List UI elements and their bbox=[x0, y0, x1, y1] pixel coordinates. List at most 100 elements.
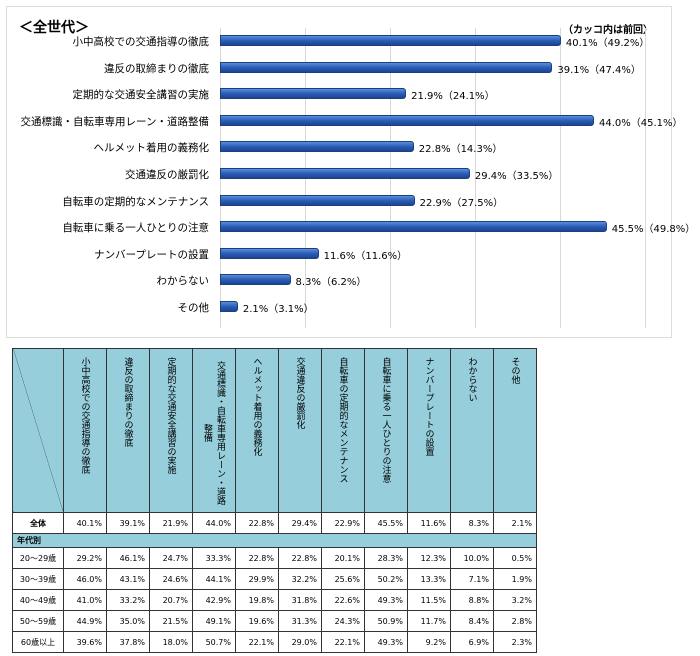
cell: 39.6% bbox=[63, 631, 107, 653]
cell: 43.1% bbox=[106, 568, 150, 590]
column-header: 定期的な交通安全講習の実施 bbox=[149, 348, 193, 513]
category-label: 自転車に乗る一人ひとりの注意 bbox=[62, 222, 209, 235]
cell: 22.8% bbox=[235, 512, 279, 534]
data-label: 21.9%（24.1%） bbox=[411, 91, 495, 103]
category-label: ヘルメット着用の義務化 bbox=[93, 142, 210, 155]
data-label: 44.0%（45.1%） bbox=[599, 117, 683, 129]
cell: 32.2% bbox=[278, 568, 322, 590]
cell: 42.9% bbox=[192, 589, 236, 611]
column-header: わからない bbox=[450, 348, 494, 513]
column-header-text: ナンバープレートの設置 bbox=[423, 357, 434, 456]
column-header: 小中高校での交通指導の徹底 bbox=[63, 348, 107, 513]
chart-title: ＜全世代＞ bbox=[19, 20, 89, 36]
cell: 28.3% bbox=[364, 547, 408, 569]
cell: 49.3% bbox=[364, 589, 408, 611]
cell: 11.7% bbox=[407, 610, 451, 632]
bar bbox=[220, 221, 607, 233]
gridline bbox=[645, 28, 646, 328]
cell: 22.1% bbox=[321, 631, 365, 653]
gridline bbox=[560, 28, 561, 328]
data-label: 39.1%（47.4%） bbox=[557, 64, 641, 76]
bar bbox=[220, 247, 319, 259]
row-label: 30～39歳 bbox=[12, 568, 64, 590]
category-label: 違反の取締まりの徹底 bbox=[104, 62, 209, 75]
cell: 22.8% bbox=[235, 547, 279, 569]
cell: 8.4% bbox=[450, 610, 494, 632]
gridline bbox=[475, 28, 476, 328]
table-row: 30～39歳 46.0% 43.1% 24.6% 44.1% 29.9% 32.2% 25.6… bbox=[12, 568, 537, 590]
category-label: 定期的な交通安全講習の実施 bbox=[72, 89, 210, 102]
bar bbox=[220, 61, 553, 73]
data-label: 40.1%（49.2%） bbox=[565, 38, 650, 49]
cell: 0.5% bbox=[493, 547, 537, 569]
bar bbox=[220, 194, 415, 206]
cell: 1.9% bbox=[493, 568, 537, 590]
cell: 33.3% bbox=[192, 547, 236, 569]
cell: 22.8% bbox=[278, 547, 322, 569]
cell: 29.2% bbox=[63, 547, 107, 569]
results-table: 小中高校での交通指導の徹底 違反の取締まりの徹底 定期的な交通安全講習の実施 交通標識… bbox=[12, 348, 537, 653]
cell: 8.8% bbox=[450, 589, 494, 611]
cell: 11.5% bbox=[407, 589, 451, 611]
column-header: 交通標識・自転車専用レーン・道路整備 bbox=[192, 348, 236, 513]
column-header: 自転車の定期的なメンテナンス bbox=[321, 348, 365, 513]
category-label: 交通標識・自転車専用レーン・道路整備 bbox=[20, 115, 209, 128]
column-header-text: 違反の取締まりの徹底 bbox=[122, 357, 133, 447]
row-label: 40～49歳 bbox=[12, 589, 64, 611]
cell: 22.6% bbox=[321, 589, 365, 611]
cell: 40.1% bbox=[63, 512, 107, 534]
category-label: 自転車の定期的なメンテナンス bbox=[62, 195, 209, 208]
cell: 44.1% bbox=[192, 568, 236, 590]
column-header-text: その他 bbox=[509, 357, 520, 384]
cell: 12.3% bbox=[407, 547, 451, 569]
bar bbox=[220, 274, 291, 286]
cell: 20.7% bbox=[149, 589, 193, 611]
cell: 22.1% bbox=[235, 631, 279, 653]
cell: 44.0% bbox=[192, 512, 236, 534]
column-header: ヘルメット着用の義務化 bbox=[235, 348, 279, 513]
column-header-text: 自転車の定期的なメンテナンス bbox=[337, 357, 348, 483]
data-label: 22.9%（27.5%） bbox=[419, 197, 504, 209]
cell: 39.1% bbox=[106, 512, 150, 534]
cell: 10.0% bbox=[450, 547, 494, 569]
cell: 19.6% bbox=[235, 610, 279, 632]
cell: 2.1% bbox=[493, 512, 537, 534]
cell: 44.9% bbox=[63, 610, 107, 632]
cell: 18.0% bbox=[149, 631, 193, 653]
data-label: 2.1%（3.1%） bbox=[242, 304, 314, 315]
cell: 24.3% bbox=[321, 610, 365, 632]
cell: 29.0% bbox=[278, 631, 322, 653]
cell: 21.9% bbox=[149, 512, 193, 534]
row-label: 全体 bbox=[12, 512, 64, 534]
total-row: 全体 40.1% 39.1% 21.9% 44.0% 22.8% 29.4% 22.9% 45.… bbox=[12, 512, 537, 534]
category-label: わからない bbox=[156, 275, 210, 288]
column-header: 交通違反の厳罰化 bbox=[278, 348, 322, 513]
cell: 6.9% bbox=[450, 631, 494, 653]
cell: 31.8% bbox=[278, 589, 322, 611]
cell: 24.6% bbox=[149, 568, 193, 590]
cell: 46.0% bbox=[63, 568, 107, 590]
cell: 25.6% bbox=[321, 568, 365, 590]
cell: 29.4% bbox=[278, 512, 322, 534]
table-row: 50～59歳 44.9% 35.0% 21.5% 49.1% 19.6% 31.3% 24.3… bbox=[12, 610, 537, 632]
column-header-text: 自転車に乗る一人ひとりの注意 bbox=[380, 357, 391, 483]
bar bbox=[220, 88, 407, 100]
cell: 33.2% bbox=[106, 589, 150, 611]
data-label: 8.3%（6.2%） bbox=[295, 277, 367, 289]
cell: 2.8% bbox=[493, 610, 537, 632]
data-label: 29.4%（33.5%） bbox=[474, 171, 559, 182]
column-header: 自転車に乗る一人ひとりの注意 bbox=[364, 348, 408, 513]
cell: 46.1% bbox=[106, 547, 150, 569]
cell: 22.9% bbox=[321, 512, 365, 534]
bar bbox=[220, 35, 561, 46]
row-label: 50～59歳 bbox=[12, 610, 64, 632]
cell: 49.1% bbox=[192, 610, 236, 632]
table-row: 60歳以上 39.6% 37.8% 18.0% 50.7% 22.1% 29.0% 22.1%… bbox=[12, 631, 537, 653]
cell: 19.8% bbox=[235, 589, 279, 611]
cell: 24.7% bbox=[149, 547, 193, 569]
data-label: 22.8%（14.3%） bbox=[418, 144, 503, 156]
column-header-text: 小中高校での交通指導の徹底 bbox=[79, 357, 90, 474]
chart-note: （カッコ内は前回） bbox=[563, 25, 653, 36]
corner-cell bbox=[12, 348, 64, 513]
column-header-text: 交通違反の厳罰化 bbox=[294, 357, 305, 429]
